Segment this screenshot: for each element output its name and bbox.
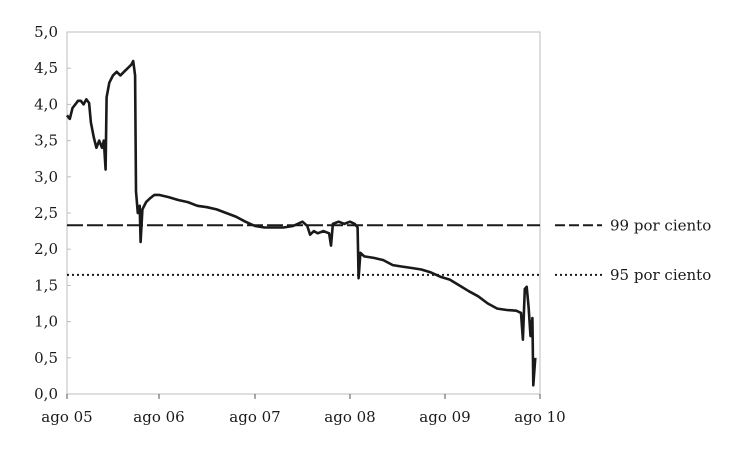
legend-label: 95 por ciento [610, 266, 711, 284]
y-tick-label: 5,0 [34, 23, 58, 41]
y-tick-label: 4,5 [34, 59, 58, 77]
x-tick-label: ago 05 [41, 408, 92, 426]
x-tick-label: ago 08 [324, 408, 375, 426]
y-tick-label: 0,0 [34, 385, 58, 403]
legend: 99 por ciento 95 por ciento [555, 216, 711, 284]
y-tick-label: 4,0 [34, 95, 58, 113]
y-tick-label: 3,5 [34, 132, 58, 150]
y-tick-label: 0,5 [34, 349, 58, 367]
x-tick-label: ago 07 [229, 408, 280, 426]
legend-label: 99 por ciento [610, 216, 711, 234]
series-layer [65, 59, 537, 387]
y-tick-label: 1,5 [34, 276, 58, 294]
x-tick-label: ago 06 [133, 408, 184, 426]
x-tick-label: ago 10 [514, 408, 565, 426]
y-tick-label: 2,5 [34, 204, 58, 222]
series-line [65, 59, 537, 387]
y-tick-label: 1,0 [34, 313, 58, 331]
y-tick-label: 3,0 [34, 168, 58, 186]
y-tick-label: 2,0 [34, 240, 58, 258]
reference-lines [67, 224, 540, 276]
x-tick-label: ago 09 [419, 408, 470, 426]
x-tick-labels: ago 05 ago 06 ago 07 ago 08 ago 09 ago 10 [41, 394, 566, 426]
y-tick-labels: 0,0 0,5 1,0 1,5 2,0 2,5 3,0 3,5 4,0 4,5 5,0 [34, 23, 71, 403]
